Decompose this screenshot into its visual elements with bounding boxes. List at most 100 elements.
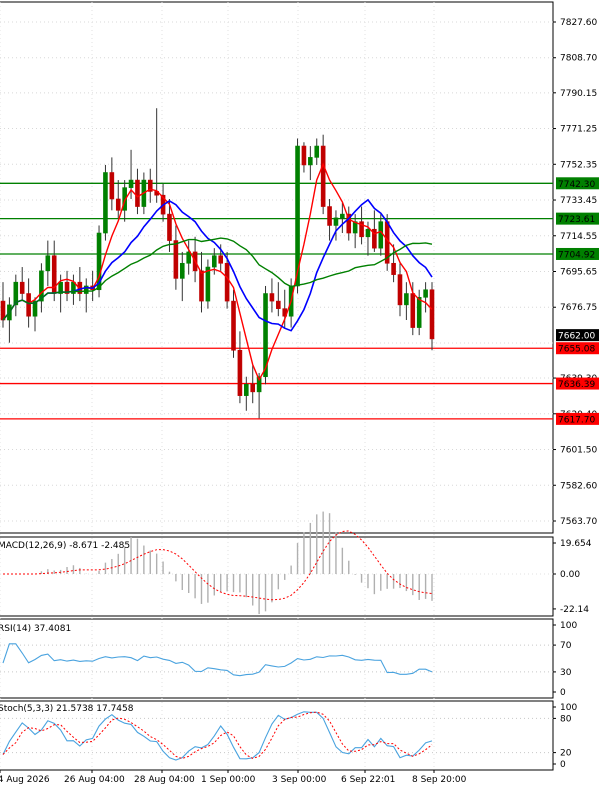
macd-tick-label: -22.14 — [560, 605, 589, 615]
candle-up — [333, 217, 339, 226]
time-tick-label: 6 Sep 22:01 — [341, 775, 395, 785]
level-tag — [556, 342, 599, 355]
candle-up — [365, 228, 371, 238]
candle-up — [13, 281, 19, 306]
level-tag-label: 7742.30 — [558, 180, 595, 190]
rsi-tick-label: 0 — [560, 688, 566, 698]
price-tick-label: 7733.45 — [560, 196, 597, 206]
price-tick-label: 7790.15 — [560, 89, 597, 99]
candle-down — [19, 281, 25, 294]
price-tick-label: 7752.35 — [560, 160, 597, 170]
price-tick-label: 7582.60 — [560, 481, 597, 491]
time-tick-label: 24 Aug 2026 — [0, 775, 50, 785]
stoch-tick-label: 100 — [560, 703, 577, 713]
candle-down — [115, 198, 121, 211]
candle-down — [327, 206, 332, 226]
stoch-k-line — [2, 711, 433, 761]
pane-border — [0, 618, 554, 699]
pane-border — [0, 1, 554, 534]
macd-tick-label: 19.654 — [560, 539, 592, 549]
level-tag — [556, 247, 599, 260]
candle-down — [218, 255, 224, 264]
current-price-tag — [556, 329, 599, 342]
candle-down — [109, 172, 115, 200]
candle-up — [211, 255, 217, 268]
price-tick-label: 7808.70 — [560, 54, 597, 64]
sma-fast-line — [2, 162, 433, 382]
rsi-tick-label: 100 — [560, 621, 577, 631]
level-tag-label: 7723.61 — [558, 215, 595, 225]
candle-up — [128, 179, 134, 188]
level-tags: 7742.30 7723.61 7704.92 7655.08 7636.39 7617.… — [556, 177, 599, 425]
time-tick-label: 3 Sep 00:00 — [272, 775, 327, 785]
candle-up — [32, 300, 38, 317]
time-tick-label: 1 Sep 00:00 — [201, 775, 256, 785]
price-tick-label: 7827.60 — [560, 18, 597, 28]
rsi-label: RSI(14) 37.4081 — [0, 624, 71, 634]
candle-down — [269, 293, 275, 302]
time-tick-label: 28 Aug 04:00 — [134, 775, 195, 785]
level-tag — [556, 377, 599, 390]
level-tag-label: 7636.39 — [558, 380, 595, 390]
moving-averages — [2, 162, 433, 382]
candle-down — [199, 270, 204, 302]
price-tick-label: 7676.75 — [560, 303, 597, 313]
sma-slow-line — [2, 237, 433, 321]
candle-up — [83, 285, 89, 294]
candle-down — [231, 300, 236, 351]
macd-pane: 19.654 0.00 -22.14 — [0, 511, 592, 615]
candle-down — [173, 240, 179, 279]
candle-down — [429, 289, 435, 340]
price-tick-label: 7601.50 — [560, 446, 597, 456]
candle-down — [250, 383, 256, 393]
time-tick-label: 26 Aug 04:00 — [64, 775, 125, 785]
macd-signal-line — [3, 530, 433, 601]
candle-up — [58, 281, 63, 294]
stoch-tick-label: 80 — [560, 714, 572, 724]
horizontal-levels — [0, 182, 553, 420]
candle-down — [135, 179, 140, 207]
candle-up — [96, 232, 102, 291]
candle-up — [295, 145, 300, 287]
time-tick-label: 8 Sep 20:00 — [412, 775, 467, 785]
candle-up — [45, 255, 51, 272]
price-tick-label: 7714.55 — [560, 232, 597, 242]
candle-up — [423, 289, 428, 298]
candle-down — [26, 293, 31, 317]
candle-down — [167, 213, 172, 241]
level-tag — [556, 412, 599, 425]
candle-up — [186, 251, 191, 264]
candle-up — [39, 270, 44, 302]
candle-down — [397, 274, 403, 306]
level-tag-label: 7655.08 — [558, 345, 595, 355]
price-axis: 7827.60 7808.70 7790.15 7771.25 7752.35 7733.… — [553, 18, 597, 527]
stoch-tick-label: 0 — [560, 760, 566, 770]
candle-down — [410, 293, 416, 328]
candle-up — [378, 221, 384, 249]
macd-label: MACD(12,26,9) -8.671 -2.485 — [0, 541, 130, 551]
candle-down — [359, 221, 364, 238]
candle-down — [372, 228, 377, 249]
level-tag-label: 7617.70 — [558, 415, 595, 425]
candle-down — [0, 300, 6, 321]
candle-down — [64, 281, 70, 294]
candle-up — [263, 293, 268, 378]
candle-up — [244, 383, 249, 396]
macd-tick-label: 0.00 — [560, 570, 580, 580]
candle-up — [340, 213, 345, 219]
level-tag — [556, 212, 599, 225]
candle-down — [237, 349, 243, 396]
candle-down — [320, 145, 326, 207]
rsi-pane: 100 70 30 0 — [0, 621, 577, 698]
price-tick-label: 7695.65 — [560, 268, 597, 278]
candle-up — [416, 297, 422, 328]
candle-up — [256, 376, 262, 393]
candle-up — [205, 266, 211, 302]
candle-up — [122, 187, 127, 211]
level-tag — [556, 177, 599, 190]
current-price-label: 7662.00 — [558, 332, 595, 342]
rsi-line — [2, 643, 433, 677]
price-tick-label: 7771.25 — [560, 125, 597, 135]
candle-up — [308, 157, 313, 166]
